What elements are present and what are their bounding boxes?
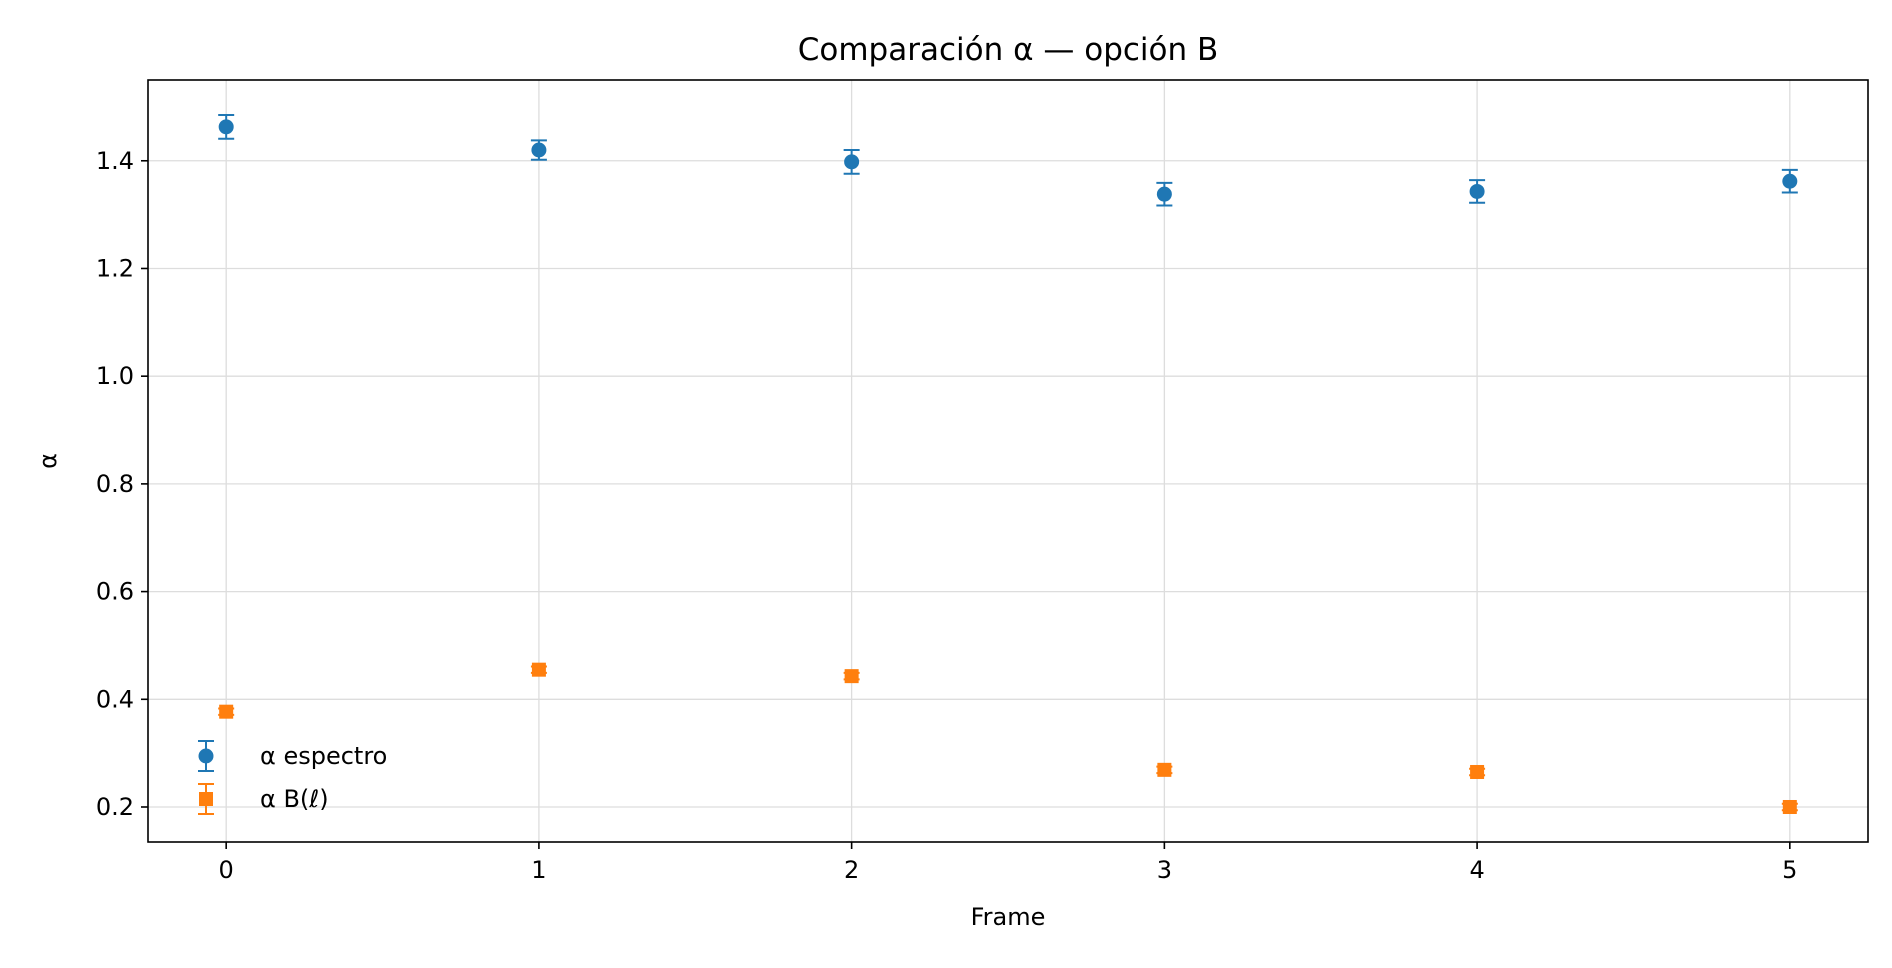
- data-point: [1157, 762, 1172, 777]
- data-point: [531, 142, 547, 158]
- data-point: [1469, 183, 1485, 199]
- data-point: [1782, 173, 1798, 189]
- legend: α espectro α B(ℓ): [198, 740, 387, 815]
- y-tick-label: 0.6: [96, 578, 134, 606]
- x-tick-label: 4: [1469, 856, 1484, 884]
- legend-label: α B(ℓ): [260, 785, 329, 813]
- y-axis-title: α: [34, 453, 62, 469]
- data-point: [844, 669, 859, 684]
- y-tick-label: 1.0: [96, 362, 134, 390]
- x-tick-label: 0: [219, 856, 234, 884]
- y-tick-label: 1.4: [96, 147, 134, 175]
- x-tick-label: 3: [1157, 856, 1172, 884]
- chart-title: Comparación α — opción B: [798, 32, 1219, 68]
- data-marks: [218, 114, 1798, 814]
- series-group: [218, 114, 1798, 207]
- series-group: [218, 662, 1798, 814]
- x-axis-title: Frame: [971, 903, 1046, 931]
- data-point: [199, 792, 213, 806]
- data-point: [844, 154, 860, 170]
- grid: [148, 80, 1868, 842]
- legend-item: α espectro: [198, 740, 387, 772]
- y-tick-label: 1.2: [96, 254, 134, 282]
- data-point: [1156, 186, 1172, 202]
- axis-ticks: 0 1 2 3 4 5 0.2 0.4 0.6 0.8 1.0 1.2 1.4: [96, 147, 1798, 884]
- data-point: [1782, 799, 1797, 814]
- data-point: [218, 119, 234, 135]
- legend-item: α B(ℓ): [198, 783, 329, 815]
- x-tick-label: 5: [1782, 856, 1797, 884]
- plot-area-frame: [147, 79, 1869, 843]
- y-tick-label: 0.4: [96, 685, 134, 713]
- data-point: [1470, 764, 1485, 779]
- data-point: [198, 748, 214, 764]
- x-tick-label: 1: [531, 856, 546, 884]
- data-point: [531, 662, 546, 677]
- data-point: [219, 704, 234, 719]
- x-tick-label: 2: [844, 856, 859, 884]
- y-tick-label: 0.8: [96, 470, 134, 498]
- legend-label: α espectro: [260, 742, 387, 770]
- y-tick-label: 0.2: [96, 793, 134, 821]
